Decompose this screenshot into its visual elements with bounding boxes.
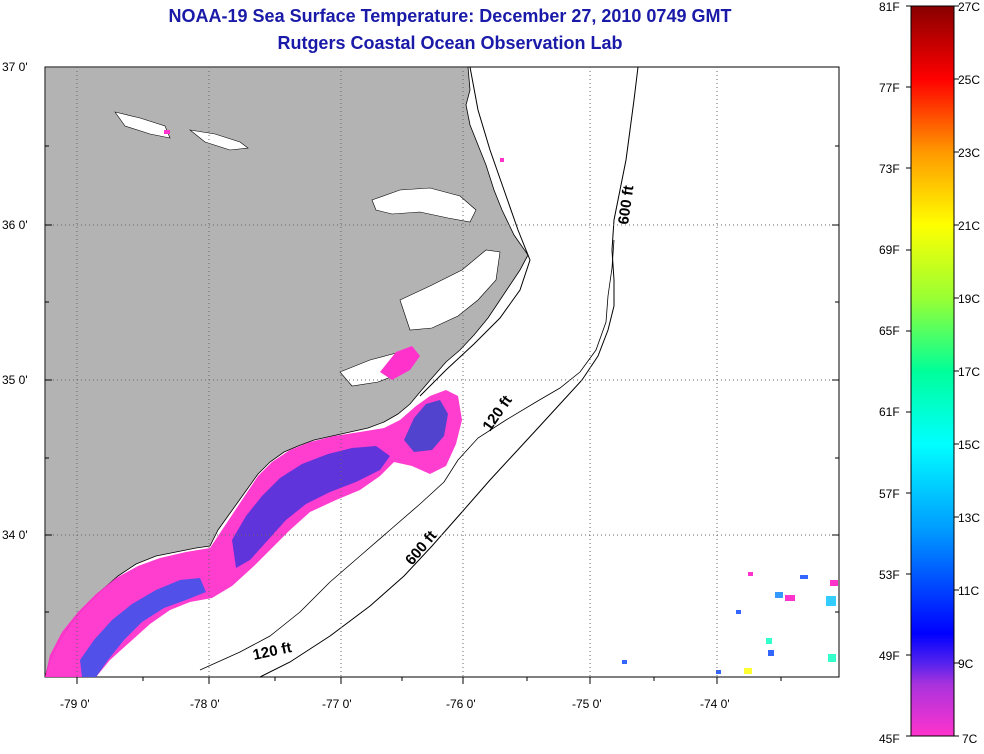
colorbar-f-label: 53F xyxy=(879,568,900,582)
contour-label-600ft-north: 600 ft xyxy=(615,184,637,225)
colorbar-c-label: 27C xyxy=(958,0,981,14)
lat-label: 37 0' xyxy=(2,60,28,74)
sst-core-south xyxy=(80,578,206,677)
outer-banks xyxy=(419,67,531,397)
land-mass xyxy=(45,67,529,677)
inland-river xyxy=(188,129,249,151)
lon-label: -79 0' xyxy=(60,697,90,711)
colorbar-c-label: 15C xyxy=(958,438,981,452)
pamlico-sound xyxy=(399,249,501,331)
colorbar-f-label: 45F xyxy=(879,732,900,746)
colorbar-c-label: 25C xyxy=(958,73,981,87)
colorbar-f-label: 49F xyxy=(879,649,900,663)
colorbar-c-label: 17C xyxy=(958,365,981,379)
colorbar-f-label: 81F xyxy=(879,0,900,14)
inland-lake xyxy=(114,111,171,139)
sst-core-north xyxy=(232,446,390,568)
lon-label: -74 0' xyxy=(700,697,730,711)
lon-label: -78 0' xyxy=(190,697,220,711)
colorbar-c-label: 9C xyxy=(958,657,974,671)
graticule xyxy=(45,67,839,677)
colorbar-f-label: 73F xyxy=(879,162,900,176)
contour-120ft xyxy=(199,239,615,671)
colorbar-f-label: 77F xyxy=(879,81,900,95)
colorbar-c-label: 19C xyxy=(958,292,981,306)
colorbar-f-label: 65F xyxy=(879,324,900,338)
lat-label: 36 0' xyxy=(2,218,28,232)
lon-label: -76 0' xyxy=(446,697,476,711)
colorbar-f-label: 61F xyxy=(879,405,900,419)
albemarle-sound xyxy=(371,187,477,223)
sst-small-patch xyxy=(380,346,420,380)
colorbar-c-label: 7C xyxy=(962,732,978,746)
colorbar-ticks xyxy=(906,5,959,737)
sst-core-hatteras xyxy=(404,400,448,452)
colorbar-c-label: 13C xyxy=(958,511,981,525)
lon-label: -77 0' xyxy=(322,697,352,711)
lat-label: 34 0' xyxy=(2,528,28,542)
colorbar-f-label: 57F xyxy=(879,487,900,501)
colorbar-c-label: 23C xyxy=(958,146,981,160)
colorbar-f-label: 69F xyxy=(879,243,900,257)
sst-offshore-pixels xyxy=(164,130,838,674)
colorbar-c-label: 11C xyxy=(958,584,980,598)
map-title: NOAA-19 Sea Surface Temperature: Decembe… xyxy=(168,6,732,26)
axis-ticks xyxy=(45,145,839,684)
map-subtitle: Rutgers Coastal Ocean Observation Lab xyxy=(277,33,623,53)
lon-label: -75 0' xyxy=(572,697,602,711)
contour-600ft xyxy=(259,67,639,677)
colorbar-c-label: 21C xyxy=(958,219,981,233)
colorbar xyxy=(910,5,955,737)
lat-label: 35 0' xyxy=(2,373,28,387)
